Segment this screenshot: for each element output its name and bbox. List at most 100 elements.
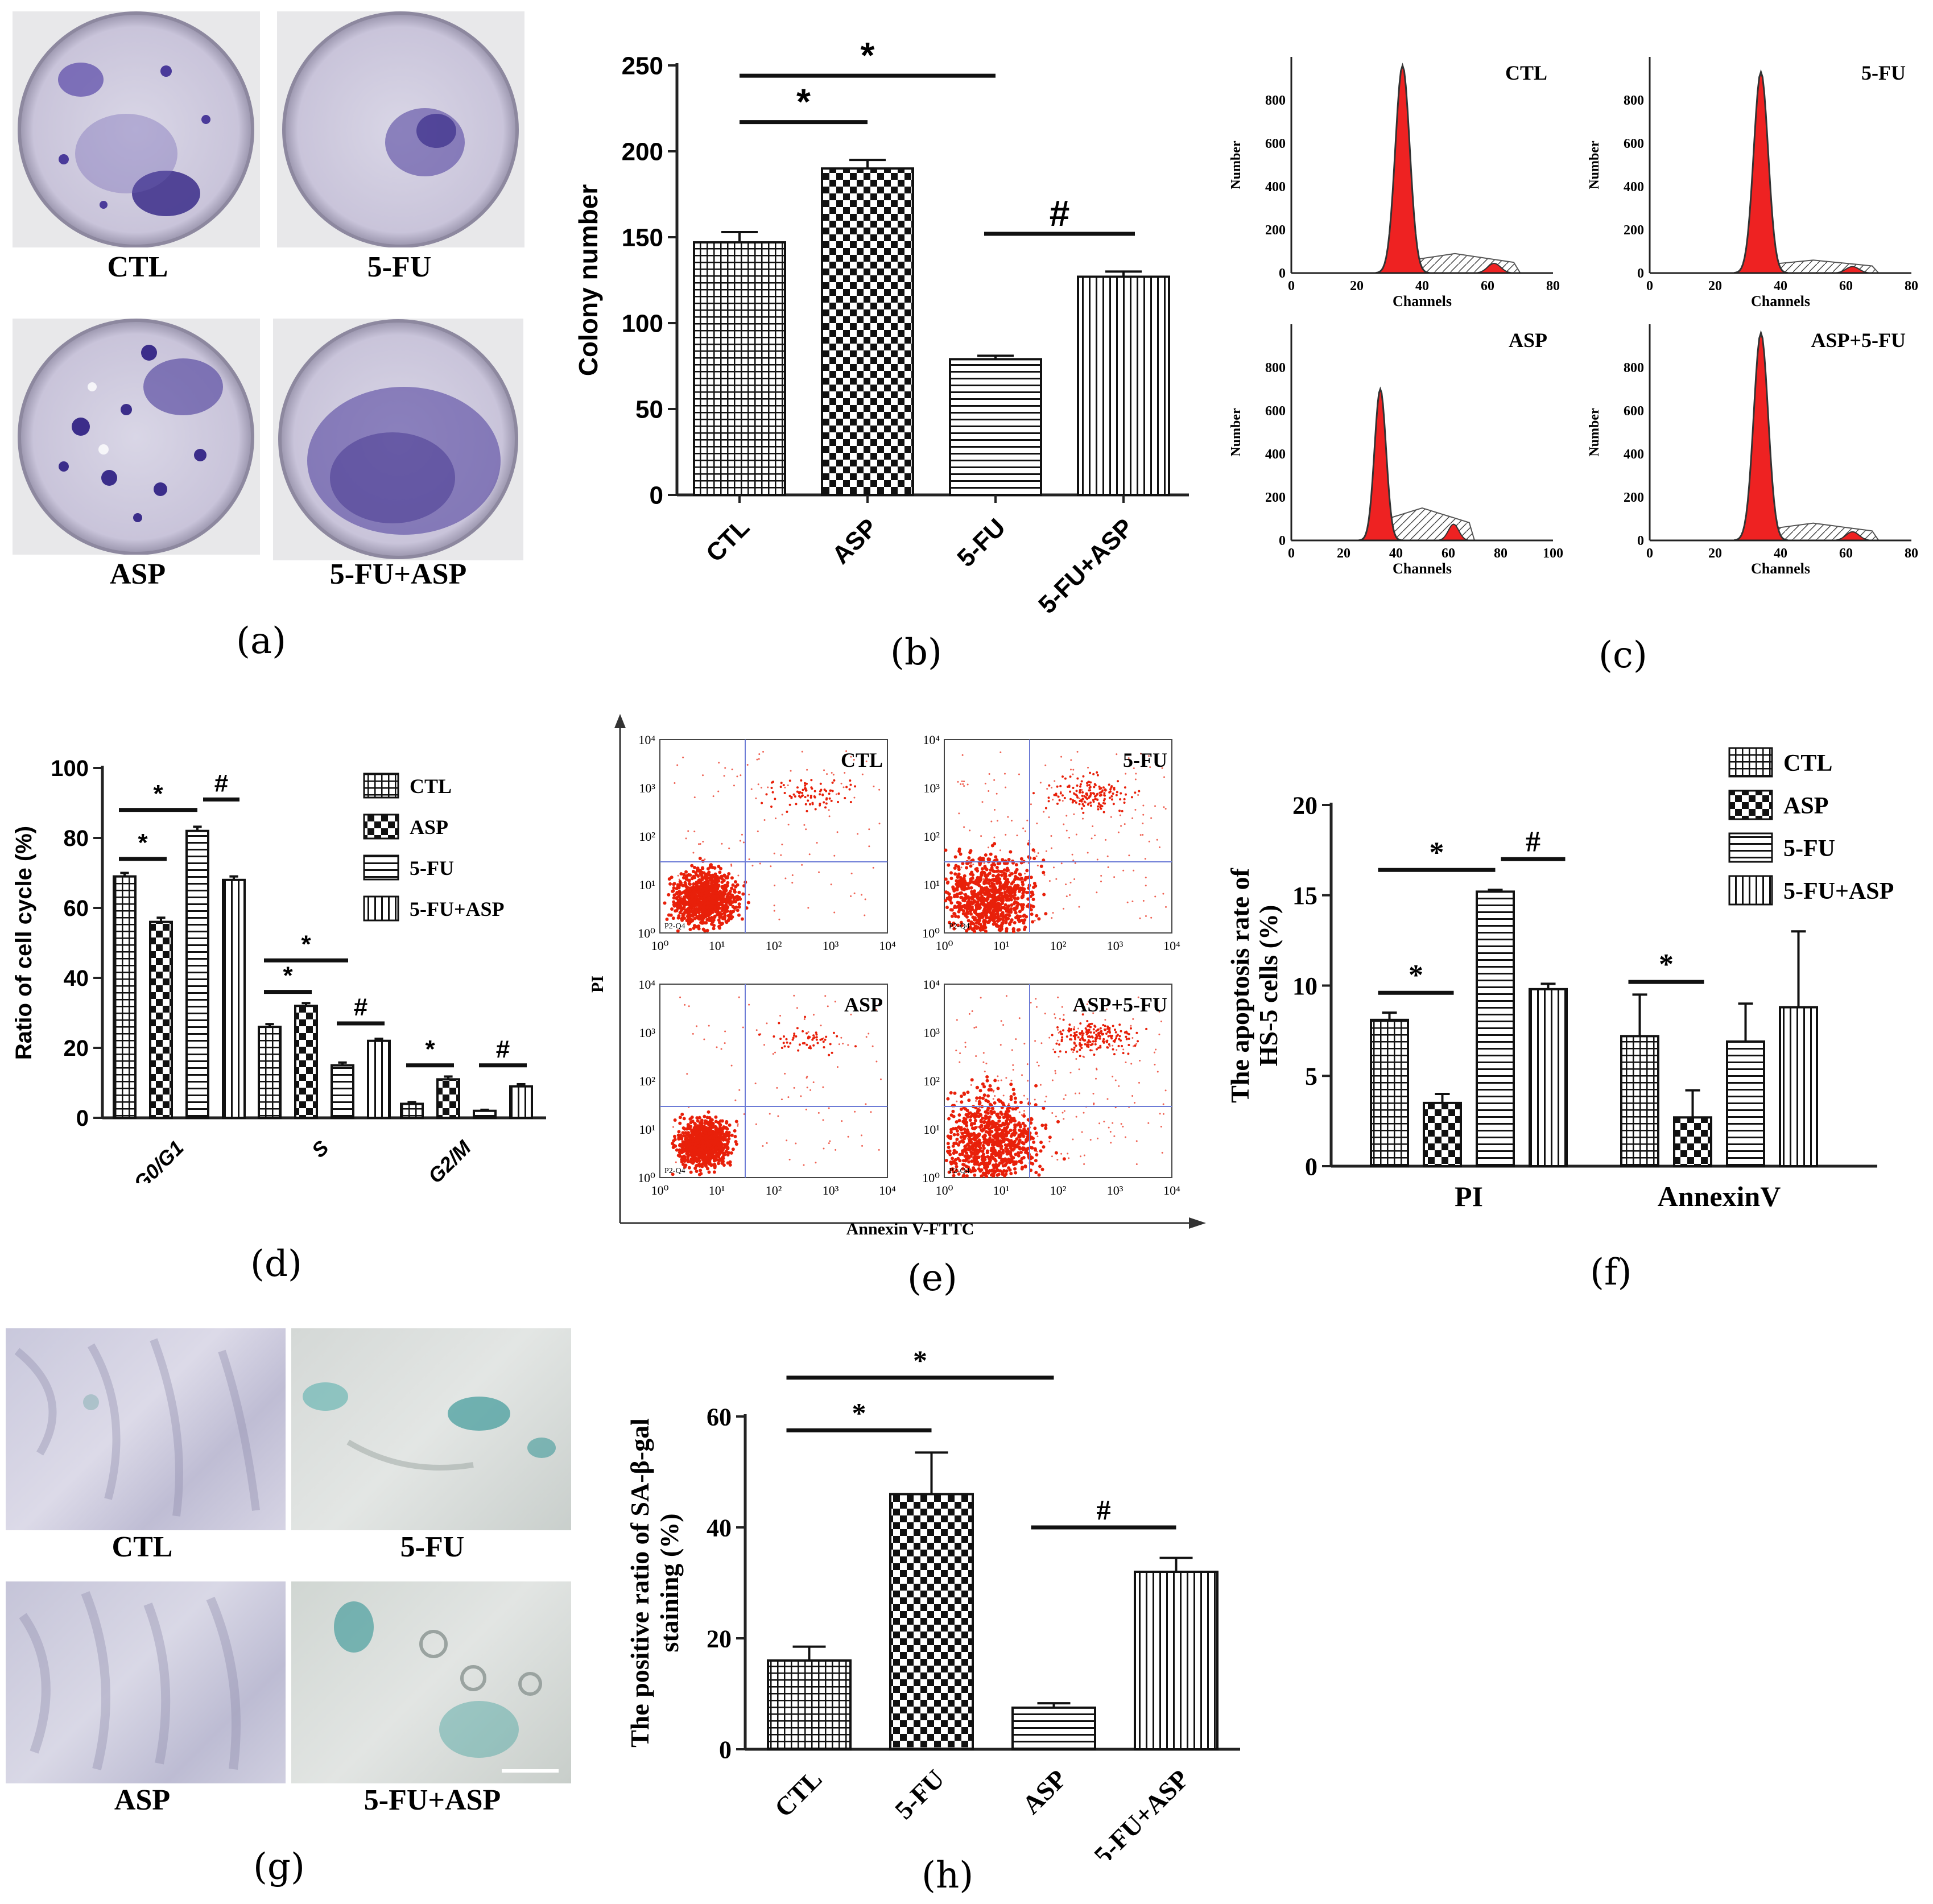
event-dot bbox=[733, 1134, 737, 1138]
caption-a-2: 5-FU bbox=[367, 251, 432, 283]
event-dot bbox=[677, 874, 679, 877]
event-dot bbox=[995, 1112, 999, 1116]
event-dot bbox=[1052, 912, 1054, 914]
event-dot bbox=[688, 1005, 690, 1007]
event-dot bbox=[718, 1131, 722, 1135]
event-dot bbox=[725, 907, 729, 911]
event-dot bbox=[1088, 784, 1091, 787]
event-dot bbox=[868, 1032, 870, 1035]
event-dot bbox=[999, 751, 1002, 753]
event-dot bbox=[1042, 893, 1046, 897]
event-dot bbox=[1088, 1029, 1091, 1031]
event-dot bbox=[680, 896, 683, 898]
event-dot bbox=[997, 890, 1001, 894]
event-dot bbox=[779, 786, 782, 788]
event-dot bbox=[1021, 906, 1025, 910]
event-dot bbox=[982, 1052, 985, 1054]
event-dot bbox=[1055, 1116, 1057, 1118]
event-dot bbox=[984, 929, 988, 933]
x-tick-label: ASP bbox=[1017, 1764, 1072, 1820]
event-dot bbox=[1094, 1038, 1097, 1041]
event-dot bbox=[1075, 833, 1077, 836]
event-dot bbox=[1080, 1047, 1083, 1050]
event-dot bbox=[742, 1026, 744, 1029]
event-dot bbox=[983, 891, 987, 895]
event-dot bbox=[677, 886, 681, 890]
event-dot bbox=[1003, 903, 1007, 907]
event-dot bbox=[996, 792, 998, 795]
event-dot bbox=[703, 898, 707, 902]
event-dot bbox=[998, 893, 1002, 897]
event-dot bbox=[746, 901, 750, 904]
event-dot bbox=[973, 881, 977, 885]
event-dot bbox=[980, 1125, 984, 1129]
event-dot bbox=[1056, 1026, 1059, 1029]
event-dot bbox=[955, 1120, 959, 1124]
event-dot bbox=[1067, 1153, 1069, 1155]
event-dot bbox=[860, 1134, 862, 1137]
event-dot bbox=[868, 828, 870, 831]
event-dot bbox=[695, 1116, 699, 1120]
event-dot bbox=[737, 902, 741, 906]
y-tick-label: 10² bbox=[639, 829, 655, 844]
event-dot bbox=[1026, 1063, 1029, 1065]
event-dot bbox=[1102, 1038, 1105, 1040]
event-dot bbox=[746, 763, 749, 766]
event-dot bbox=[977, 919, 981, 923]
event-dot bbox=[993, 891, 997, 895]
event-dot bbox=[957, 867, 960, 869]
event-dot bbox=[947, 1145, 951, 1149]
gate-label: P2-Q4 bbox=[949, 1167, 970, 1175]
event-dot bbox=[718, 762, 720, 764]
event-dot bbox=[1056, 1120, 1060, 1124]
event-dot bbox=[740, 917, 744, 921]
event-dot bbox=[684, 914, 686, 916]
bar-CTL-AnnexinV bbox=[1620, 1035, 1659, 1168]
event-dot bbox=[724, 886, 728, 890]
event-dot bbox=[1034, 1159, 1038, 1163]
event-dot bbox=[1005, 917, 1009, 921]
event-dot bbox=[1009, 920, 1013, 924]
event-dot bbox=[1096, 774, 1099, 777]
event-dot bbox=[1078, 1068, 1080, 1071]
event-dot bbox=[976, 1160, 980, 1164]
event-dot bbox=[1042, 858, 1046, 862]
event-dot bbox=[1036, 1062, 1038, 1064]
event-dot bbox=[1019, 857, 1023, 861]
event-dot bbox=[854, 1045, 857, 1048]
event-dot bbox=[1007, 1109, 1011, 1113]
event-dot bbox=[984, 1167, 988, 1171]
event-dot bbox=[1035, 998, 1037, 1000]
event-dot bbox=[949, 1130, 953, 1134]
event-dot bbox=[766, 1022, 768, 1025]
event-dot bbox=[716, 1046, 718, 1048]
y-axis-title: PI bbox=[588, 976, 607, 993]
event-dot bbox=[952, 1133, 956, 1137]
histogram-g1-peak bbox=[1376, 63, 1430, 274]
panel-letter-h: (h) bbox=[922, 1855, 974, 1897]
event-dot bbox=[981, 915, 985, 919]
event-dot bbox=[986, 1143, 990, 1147]
event-dot bbox=[831, 772, 833, 774]
event-dot bbox=[988, 903, 992, 907]
event-dot bbox=[691, 1137, 695, 1141]
event-dot bbox=[808, 853, 811, 856]
event-dot bbox=[1082, 1055, 1084, 1058]
event-dot bbox=[825, 1035, 828, 1038]
event-dot bbox=[1048, 784, 1051, 787]
event-dot bbox=[828, 1142, 830, 1145]
event-dot bbox=[1014, 1153, 1018, 1157]
event-dot bbox=[696, 1025, 698, 1027]
event-dot bbox=[833, 779, 836, 782]
event-dot bbox=[831, 1051, 833, 1054]
event-dot bbox=[1098, 1122, 1101, 1125]
event-dot bbox=[1099, 1030, 1102, 1033]
event-dot bbox=[683, 1129, 685, 1131]
event-dot bbox=[763, 819, 766, 821]
event-dot bbox=[1156, 839, 1158, 841]
event-dot bbox=[815, 1162, 817, 1164]
event-dot bbox=[697, 919, 700, 921]
event-dot bbox=[721, 1134, 725, 1138]
event-dot bbox=[1069, 881, 1072, 883]
